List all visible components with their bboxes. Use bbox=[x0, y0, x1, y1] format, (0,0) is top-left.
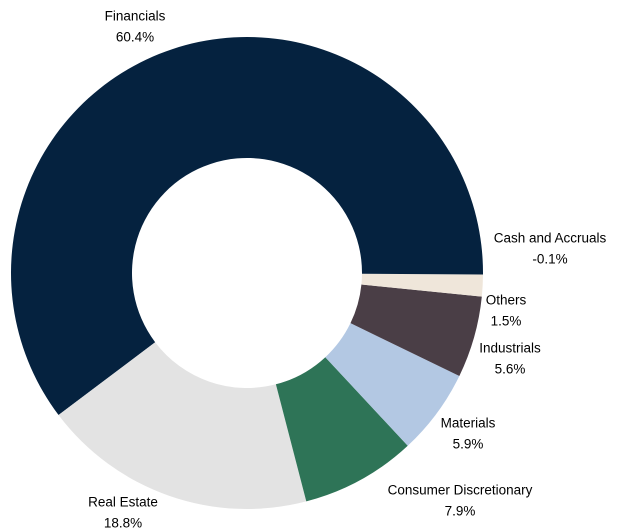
slice-value: 18.8% bbox=[104, 516, 142, 531]
slice bbox=[361, 273, 483, 275]
slice-value: 5.6% bbox=[495, 362, 526, 377]
slice-value: 60.4% bbox=[116, 30, 154, 45]
slice-value: 1.5% bbox=[491, 314, 522, 329]
slice bbox=[361, 273, 483, 297]
slice-label: Consumer Discretionary bbox=[388, 483, 533, 498]
slice bbox=[325, 323, 460, 446]
slice-label: Financials bbox=[105, 9, 166, 24]
slice-value: 5.9% bbox=[453, 437, 484, 452]
slice bbox=[10, 37, 484, 416]
slice-label: Real Estate bbox=[88, 495, 158, 510]
slice bbox=[58, 342, 307, 509]
slice-value: -0.1% bbox=[532, 252, 567, 267]
slice bbox=[350, 284, 482, 376]
slice-label: Materials bbox=[441, 416, 496, 431]
slice-label: Industrials bbox=[479, 341, 541, 356]
slice-value: 7.9% bbox=[445, 504, 476, 519]
slice-label: Others bbox=[486, 293, 527, 308]
slice-label: Cash and Accruals bbox=[494, 231, 607, 246]
slice bbox=[275, 357, 408, 502]
